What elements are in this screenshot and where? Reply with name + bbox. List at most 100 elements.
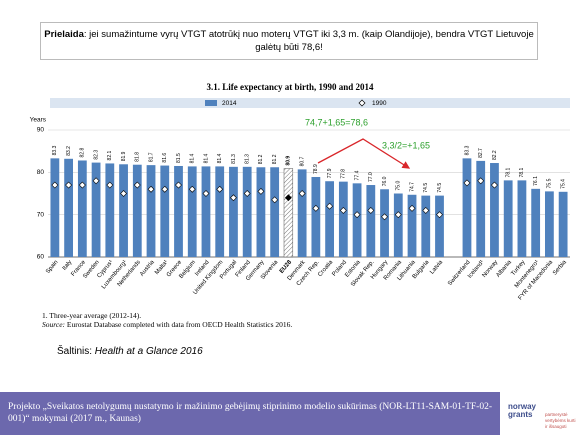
marker-1990 bbox=[284, 194, 292, 202]
value-label: 77.4 bbox=[354, 170, 360, 180]
marker-1990 bbox=[106, 181, 114, 189]
bar bbox=[462, 158, 472, 257]
x-tick-label: Italy bbox=[62, 259, 74, 271]
logo: norway grants bbox=[508, 402, 537, 419]
source: Source: Eurostat Database completed with… bbox=[42, 320, 292, 329]
value-label: 80.7 bbox=[299, 156, 305, 166]
marker-1990 bbox=[422, 207, 430, 214]
value-label: 74.7 bbox=[409, 182, 415, 192]
y-tick-label: 60 bbox=[37, 254, 45, 261]
x-tick-label: Austria bbox=[139, 259, 156, 278]
marker-1990 bbox=[188, 185, 196, 193]
assumption-text: : jei sumažintume vyrų VTGT atotrūkį nuo… bbox=[83, 29, 534, 53]
marker-1990 bbox=[243, 190, 251, 197]
assumption-bold: Prielaida bbox=[44, 29, 84, 40]
bar bbox=[503, 180, 513, 257]
bar bbox=[283, 168, 294, 258]
marker-1990 bbox=[491, 181, 498, 189]
bar bbox=[105, 163, 115, 257]
marker-1990 bbox=[161, 185, 169, 193]
marker-1990 bbox=[257, 187, 265, 195]
marker-1990 bbox=[230, 194, 237, 202]
marker-1990 bbox=[120, 190, 127, 197]
footer-bar: Projekto „Sveikatos netolygumų nustatymo… bbox=[0, 392, 500, 435]
value-label: 81.2 bbox=[272, 154, 278, 164]
bar bbox=[64, 158, 74, 257]
value-label: 74.5 bbox=[437, 183, 443, 193]
bar bbox=[517, 180, 527, 257]
value-label: 75.0 bbox=[396, 181, 402, 191]
marker-1990 bbox=[51, 181, 59, 189]
bar bbox=[558, 191, 568, 257]
value-label: 78.1 bbox=[519, 167, 525, 177]
footnotes: 1. Three-year average (2012-14). Source:… bbox=[42, 311, 292, 329]
bar bbox=[174, 165, 183, 257]
legend-label: 2014 bbox=[222, 100, 237, 107]
marker-1990 bbox=[78, 181, 86, 189]
value-label: 81.2 bbox=[258, 154, 264, 164]
value-label: 78.9 bbox=[313, 164, 319, 174]
marker-1990 bbox=[92, 177, 100, 185]
value-label: 81.4 bbox=[217, 153, 223, 163]
bar bbox=[490, 163, 499, 257]
value-label: 82.1 bbox=[107, 150, 113, 160]
value-label: 82.3 bbox=[93, 150, 99, 160]
marker-1990 bbox=[312, 204, 320, 212]
bar bbox=[201, 166, 211, 257]
legend-swatch bbox=[205, 100, 217, 106]
bar bbox=[311, 176, 321, 257]
logo-tagline: partnerystė vertybėms kurti ir išsaugoti bbox=[545, 412, 576, 429]
legend-band bbox=[50, 98, 570, 108]
marker-1990 bbox=[298, 190, 306, 197]
bar bbox=[338, 181, 348, 257]
credit-text: Health at a Glance 2016 bbox=[94, 346, 203, 357]
value-label: 74.5 bbox=[423, 183, 429, 193]
bar bbox=[91, 162, 101, 257]
bar bbox=[50, 158, 60, 257]
marker-1990 bbox=[175, 181, 182, 189]
credit-label: Šaltinis: bbox=[57, 346, 93, 357]
bar bbox=[380, 189, 389, 257]
footer-text: Projekto „Sveikatos netolygumų nustatymo… bbox=[8, 402, 492, 424]
bar bbox=[256, 167, 266, 257]
value-label: 82.7 bbox=[478, 148, 484, 158]
bar bbox=[352, 183, 362, 257]
value-label: 83.2 bbox=[66, 146, 72, 156]
bar bbox=[476, 160, 486, 257]
annotation: 3,3/2=+1,65 bbox=[382, 140, 430, 150]
bar bbox=[531, 188, 541, 257]
chart: 3.1. Life expectancy at birth, 1990 and … bbox=[30, 82, 570, 301]
bar bbox=[160, 165, 170, 257]
marker-1990 bbox=[394, 211, 402, 219]
marker-1990 bbox=[353, 211, 361, 219]
bar bbox=[435, 195, 444, 257]
source-label: Source: bbox=[42, 320, 66, 329]
value-label: 77.0 bbox=[368, 172, 374, 182]
bar bbox=[421, 195, 431, 257]
bar bbox=[132, 164, 142, 257]
marker-1990 bbox=[408, 204, 416, 212]
value-label: 82.2 bbox=[492, 150, 498, 160]
x-tick-label: Latvia bbox=[429, 259, 444, 276]
value-label: 81.4 bbox=[190, 153, 196, 163]
legend-label: 1990 bbox=[372, 100, 387, 107]
x-tick-label: Spain bbox=[45, 259, 59, 275]
x-tick-label: Albania bbox=[495, 259, 513, 279]
y-tick-label: 90 bbox=[37, 127, 45, 134]
marker-1990 bbox=[463, 179, 471, 187]
value-label: 83.3 bbox=[52, 145, 58, 155]
marker-1990 bbox=[133, 181, 141, 189]
value-label: 78.1 bbox=[506, 167, 512, 177]
value-label: 77.8 bbox=[341, 169, 347, 179]
source-text: Eurostat Database completed with data fr… bbox=[66, 320, 293, 329]
bar bbox=[393, 193, 403, 257]
bar bbox=[407, 194, 417, 257]
marker-1990 bbox=[436, 211, 443, 219]
value-label: 75.4 bbox=[560, 179, 566, 189]
bar bbox=[215, 166, 225, 257]
bar bbox=[544, 191, 554, 257]
value-label: 81.3 bbox=[231, 154, 237, 164]
marker-1990 bbox=[339, 207, 347, 214]
value-label: 81.8 bbox=[135, 152, 141, 162]
bar bbox=[229, 166, 238, 257]
